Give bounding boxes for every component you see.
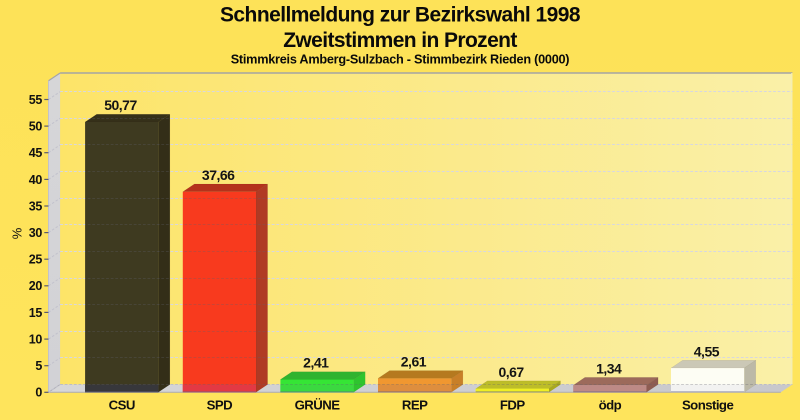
svg-text:45: 45 xyxy=(29,146,43,160)
svg-text:2,61: 2,61 xyxy=(401,354,427,370)
svg-text:15: 15 xyxy=(29,306,43,320)
svg-text:2,41: 2,41 xyxy=(303,355,329,371)
svg-text:25: 25 xyxy=(29,253,43,267)
svg-text:40: 40 xyxy=(29,173,43,187)
svg-text:ödp: ödp xyxy=(599,397,622,412)
svg-text:20: 20 xyxy=(29,279,43,293)
svg-text:30: 30 xyxy=(29,226,43,240)
svg-text:Sonstige: Sonstige xyxy=(682,397,734,412)
svg-text:CSU: CSU xyxy=(109,397,135,412)
svg-text:0: 0 xyxy=(35,386,42,400)
svg-text:%: % xyxy=(10,227,25,239)
svg-text:Stimmkreis Amberg-Sulzbach - S: Stimmkreis Amberg-Sulzbach - Stimmbezirk… xyxy=(231,53,570,67)
svg-text:SPD: SPD xyxy=(207,397,232,412)
svg-text:37,66: 37,66 xyxy=(202,167,235,183)
svg-text:FDP: FDP xyxy=(500,397,525,412)
svg-text:5: 5 xyxy=(35,359,42,373)
svg-text:4,55: 4,55 xyxy=(694,343,720,359)
svg-text:10: 10 xyxy=(29,333,43,347)
svg-text:50: 50 xyxy=(29,120,43,134)
svg-text:GRÜNE: GRÜNE xyxy=(295,397,341,412)
svg-text:35: 35 xyxy=(29,199,43,213)
svg-text:Schnellmeldung zur Bezirkswahl: Schnellmeldung zur Bezirkswahl 1998 xyxy=(220,3,581,26)
svg-text:1,34: 1,34 xyxy=(596,360,622,376)
svg-text:55: 55 xyxy=(29,93,43,107)
svg-text:50,77: 50,77 xyxy=(104,97,137,113)
svg-text:0,67: 0,67 xyxy=(498,364,524,380)
svg-text:Zweitstimmen in Prozent: Zweitstimmen in Prozent xyxy=(283,29,517,52)
svg-text:REP: REP xyxy=(402,397,428,412)
